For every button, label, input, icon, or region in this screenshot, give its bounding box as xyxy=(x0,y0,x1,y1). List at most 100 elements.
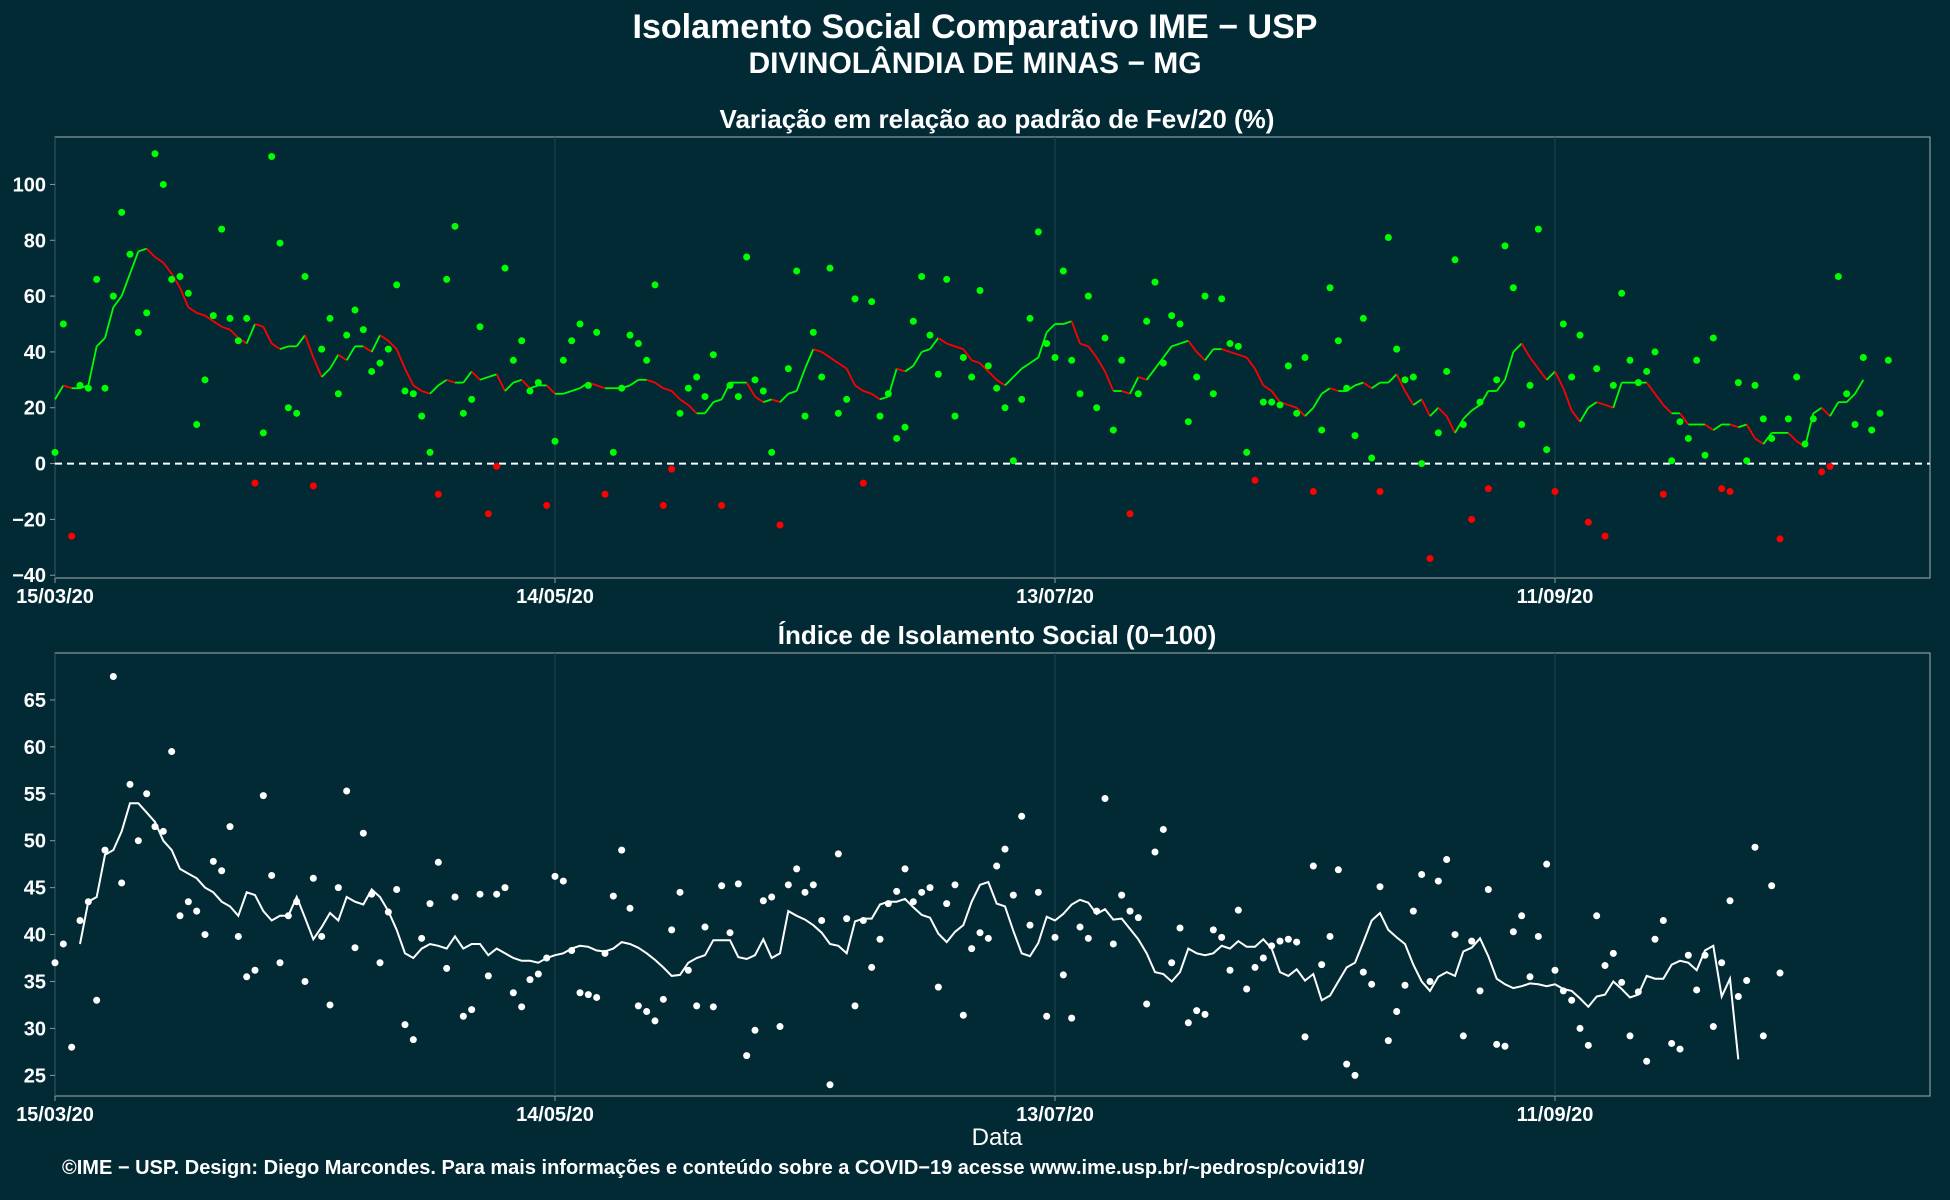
index-data-point xyxy=(1601,962,1609,970)
variation-data-point xyxy=(326,314,334,322)
index-data-point xyxy=(76,916,84,924)
variation-data-point xyxy=(551,437,559,445)
index-data-point xyxy=(1718,959,1726,967)
variation-data-point xyxy=(1226,340,1234,348)
index-data-point xyxy=(951,881,959,889)
variation-data-point xyxy=(1476,398,1484,406)
variation-data-point xyxy=(1434,429,1442,437)
variation-data-point xyxy=(1351,432,1359,440)
index-data-point xyxy=(334,884,342,892)
variation-data-point xyxy=(701,393,709,401)
footer-credit: ©IME − USP. Design: Diego Marcondes. Par… xyxy=(62,1157,1365,1179)
variation-data-point xyxy=(1218,295,1226,303)
variation-moving-average-segment xyxy=(713,398,722,404)
variation-moving-average-segment xyxy=(1645,382,1656,395)
variation-moving-average-segment xyxy=(829,356,839,364)
variation-moving-average-segment xyxy=(1420,398,1431,417)
variation-moving-average-segment xyxy=(362,345,373,353)
index-data-point xyxy=(1559,987,1567,995)
index-data-point xyxy=(359,829,367,837)
variation-moving-average-segment xyxy=(1762,432,1773,445)
variation-moving-average-segment xyxy=(1354,381,1364,387)
variation-moving-average-segment xyxy=(687,404,698,414)
variation-moving-average-segment xyxy=(1587,401,1598,409)
variation-data-point xyxy=(726,381,734,389)
index-data-point xyxy=(968,945,976,953)
variation-moving-average-segment xyxy=(1138,376,1147,381)
variation-moving-average-segment xyxy=(96,337,106,347)
variation-moving-average-segment xyxy=(1179,339,1189,345)
variation-moving-average-segment xyxy=(154,256,164,264)
variation-data-point xyxy=(1876,409,1884,417)
variation-moving-average-segment xyxy=(763,398,772,404)
variation-moving-average-segment xyxy=(929,337,940,350)
index-data-point xyxy=(459,1012,467,1020)
variation-data-point xyxy=(818,373,826,381)
variation-moving-average-segment xyxy=(563,390,572,395)
variation-moving-average-segment xyxy=(404,368,415,386)
variation-moving-average-segment xyxy=(1520,343,1531,358)
index-data-point xyxy=(1551,966,1559,974)
variation-data-point xyxy=(159,180,167,188)
index-data-point xyxy=(684,966,692,974)
index-data-point xyxy=(751,1026,759,1034)
variation-data-point xyxy=(1576,331,1584,339)
index-data-point xyxy=(568,947,576,955)
index-data-point xyxy=(984,934,992,942)
index-data-point xyxy=(1501,1042,1509,1050)
index-data-point xyxy=(909,898,917,906)
index-data-point xyxy=(443,964,451,972)
variation-data-point xyxy=(1076,390,1084,398)
variation-moving-average-segment xyxy=(204,314,214,322)
variation-data-point xyxy=(401,387,409,395)
index-data-point xyxy=(1051,933,1059,941)
index-data-point xyxy=(784,881,792,889)
variation-moving-average-segment xyxy=(1495,379,1506,392)
variation-data-point xyxy=(1393,345,1401,353)
variation-moving-average-segment xyxy=(212,320,223,328)
index-y-tick-label: 65 xyxy=(24,690,46,712)
variation-moving-average-segment xyxy=(387,340,398,350)
variation-moving-average-segment xyxy=(321,368,331,378)
variation-moving-average-segment xyxy=(245,323,256,344)
variation-data-point xyxy=(1334,337,1342,345)
index-data-point xyxy=(701,923,709,931)
variation-moving-average-segment xyxy=(979,362,989,373)
index-data-point xyxy=(218,867,226,875)
index-data-point xyxy=(1759,1032,1767,1040)
index-data-point xyxy=(1251,963,1259,971)
variation-moving-average-segment xyxy=(1462,409,1473,420)
variation-moving-average-segment xyxy=(571,387,581,392)
variation-data-point xyxy=(1559,320,1567,328)
variation-data-point xyxy=(1043,340,1051,348)
variation-data-point xyxy=(718,501,726,509)
index-data-point xyxy=(309,874,317,882)
index-data-point xyxy=(284,912,292,920)
variation-data-point xyxy=(201,376,209,384)
variation-data-point xyxy=(618,384,626,392)
variation-moving-average-segment xyxy=(871,393,881,401)
variation-data-point xyxy=(801,412,809,420)
index-data-point xyxy=(1693,986,1701,994)
variation-data-point xyxy=(559,356,567,364)
variation-data-point xyxy=(118,208,126,216)
variation-data-point xyxy=(343,331,351,339)
variation-data-point xyxy=(268,153,276,161)
index-data-point xyxy=(1384,1037,1392,1045)
variation-moving-average-segment xyxy=(279,345,289,350)
index-data-point xyxy=(93,996,101,1004)
variation-data-point xyxy=(759,387,767,395)
variation-data-point xyxy=(1601,532,1609,540)
variation-moving-average-segment xyxy=(779,393,789,403)
index-data-point xyxy=(493,890,501,898)
variation-moving-average-segment xyxy=(745,382,756,398)
variation-moving-average-segment xyxy=(446,378,456,384)
index-data-point xyxy=(343,787,351,795)
variation-moving-average-segment xyxy=(129,251,140,275)
variation-moving-average-segment xyxy=(1187,340,1198,353)
variation-data-point xyxy=(1034,228,1042,236)
variation-data-point xyxy=(509,356,517,364)
index-data-point xyxy=(918,888,926,896)
index-data-point xyxy=(251,966,259,974)
